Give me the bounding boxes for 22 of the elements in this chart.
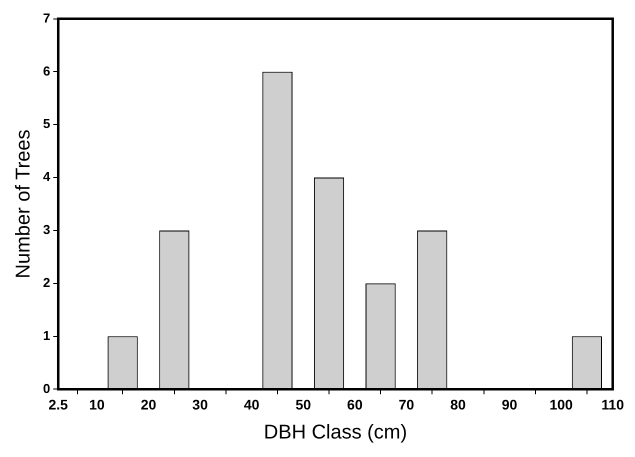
x-tick-label: 40 [244,396,260,412]
x-axis-title: DBH Class (cm) [264,422,408,444]
x-tick-label: 50 [295,396,312,412]
x-tick-label: 70 [398,396,414,412]
x-tick-label: 60 [347,396,363,412]
y-tick-label: 7 [42,10,50,26]
x-tick-label: 80 [450,396,466,412]
y-tick-label: 3 [42,222,50,238]
y-tick-label: 4 [42,169,51,184]
x-tick-label: 30 [192,396,208,412]
x-tick-label: 2.5 [48,396,68,412]
x-tick-label: 110 [601,396,624,412]
y-tick-label: 6 [42,63,50,78]
x-tick-label: 20 [140,396,156,412]
y-tick-label: 1 [42,328,50,343]
x-tick-label: 90 [502,396,518,412]
y-tick-label: 5 [42,116,50,132]
x-tick-label: 10 [89,396,105,412]
y-tick-label: 0 [42,380,50,396]
y-axis-title: Number of Trees [12,130,35,278]
y-tick-label: 2 [42,274,50,290]
x-tick-label: 100 [549,396,574,412]
